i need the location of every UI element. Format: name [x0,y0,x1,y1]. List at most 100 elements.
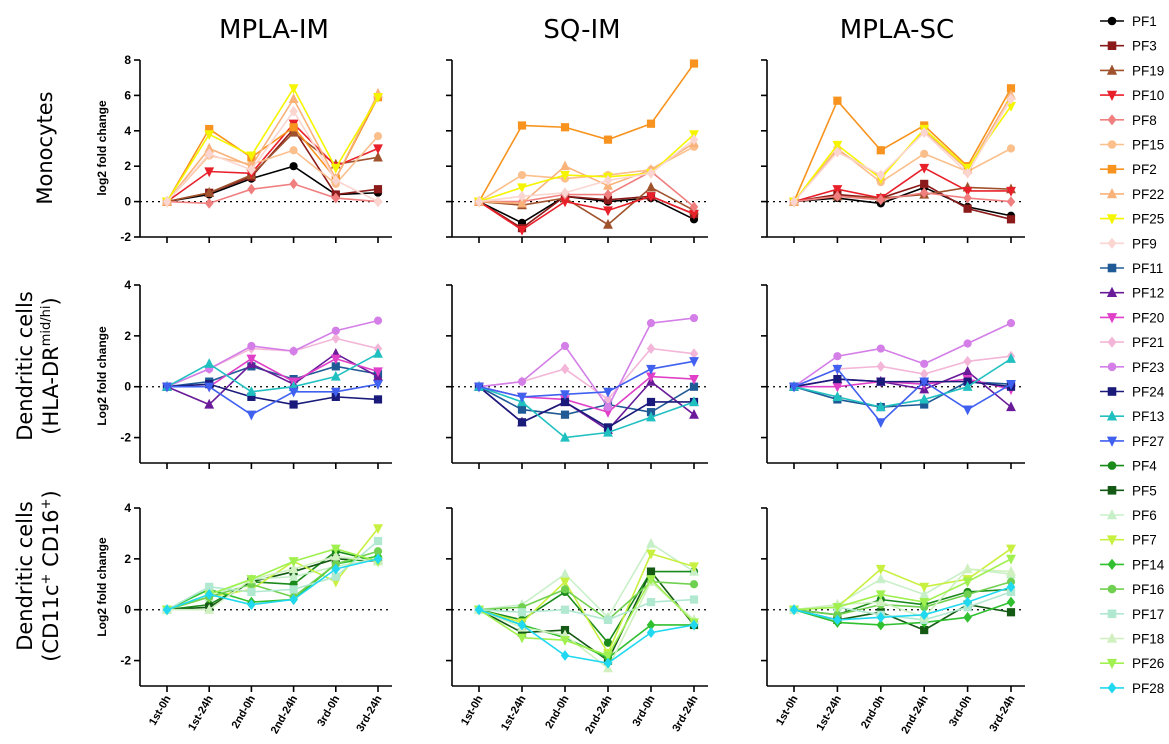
legend-item-pf26: PF26 [1100,656,1164,671]
series-line [166,550,379,611]
legend-label: PF22 [1132,187,1164,202]
panel-dc-cd11c-sq-im: 1st-0h 1st-24h 2nd-0h 2nd-24h 3rd-0h 3rd-24h [446,507,708,736]
legend-marker [1106,187,1118,199]
series-line [166,558,379,611]
data-point [689,580,699,589]
legend-item-pf28: PF28 [1100,681,1164,696]
row-titles: Monocytes Dendritic cells (HLA-DRmid/hi)… [13,91,63,661]
data-point [373,536,383,546]
data-point [373,185,383,194]
data-point [373,132,383,141]
data-point [560,390,570,401]
data-point [373,144,383,155]
series-line [166,365,379,388]
series-pf23 [162,316,383,391]
series-pf23 [789,319,1016,391]
data-point [963,611,972,623]
y-tick-label: 0 [124,380,131,394]
y-tick-label: 4 [124,501,131,515]
legend-item-pf2: PF2 [1100,162,1157,177]
data-point [646,319,656,328]
data-point [963,596,972,608]
series-line [166,352,379,393]
row-title-dc-cd11c-text: (CD11c [39,584,63,661]
x-tick-label: 3rd-0h [315,693,342,728]
data-point [1006,401,1016,412]
data-point [560,605,570,614]
legend-item-pf27: PF27 [1100,434,1164,449]
legend-marker [1106,509,1118,520]
data-point [689,201,699,213]
data-point [204,167,215,178]
data-point [517,225,527,236]
x-tick-label: 3rd-24h [987,693,1017,734]
data-point [1006,319,1016,328]
legend-item-pf18: PF18 [1100,632,1164,647]
legend-marker [1107,41,1117,51]
legend-label: PF6 [1132,508,1157,523]
y-axis-label-row1: log2 fold change [95,100,109,196]
data-point [331,326,340,335]
data-point [288,84,299,95]
legend-item-pf7: PF7 [1100,533,1157,548]
legend-item-pf25: PF25 [1100,212,1164,227]
data-point [517,170,527,180]
series-pf24 [474,382,699,432]
legend-label: PF19 [1132,63,1164,78]
data-point [646,537,656,548]
x-tick-label: 3rd-24h [670,693,700,734]
data-point [876,169,886,181]
data-point [876,377,885,386]
series-line [793,601,1012,626]
legend-marker [1106,436,1118,447]
x-tick-label: 2nd-0h [543,693,572,730]
panel-grid: -2 0 2 4 6 8 -2 0 2 4 -2 0 2 4 1st-0h 1st-24h 2nd-0h 2nd-… [120,53,1025,736]
series-line [478,570,695,662]
data-point [603,426,613,437]
data-point [919,393,930,404]
series-line [793,358,1012,408]
series-line [478,580,695,621]
data-point [517,619,527,631]
panel-monocytes-mpla-sc [761,59,1025,243]
data-point [204,148,214,160]
data-point [833,190,842,202]
data-point [963,339,972,348]
data-point [833,96,842,105]
data-point [373,524,383,535]
row-title-dc-cd11c-mid: CD16 [39,509,63,573]
data-point [919,377,930,388]
data-point [330,163,341,174]
data-point [247,587,256,597]
legend-label: PF17 [1132,607,1164,622]
data-point [560,123,570,132]
data-point [603,387,613,398]
legend-item-pf10: PF10 [1100,88,1164,103]
series-line [166,319,379,388]
data-point [832,391,843,401]
series-line [478,195,695,231]
data-point [689,619,699,631]
x-tick-label: 2nd-24h [269,693,301,736]
data-point [560,585,570,594]
legend-item-pf6: PF6 [1100,508,1157,523]
data-point [876,611,886,623]
legend-label: PF27 [1132,434,1164,449]
series-pf28 [162,553,383,616]
data-point [646,192,656,203]
legend-label: PF9 [1132,236,1157,251]
legend-label: PF25 [1132,212,1164,227]
y-tick-label: 4 [124,278,131,292]
data-point [517,197,527,208]
data-point [474,604,484,616]
data-point [689,313,699,323]
column-titles: MPLA-IM SQ-IM MPLA-SC [219,15,954,45]
data-point [875,401,886,412]
legend-marker [1107,336,1117,348]
legend-item-pf1: PF1 [1100,14,1157,29]
legend-marker [1107,263,1117,273]
data-point [204,130,215,141]
data-point [373,367,383,378]
series-pf12 [162,347,383,409]
data-point [1006,144,1016,153]
